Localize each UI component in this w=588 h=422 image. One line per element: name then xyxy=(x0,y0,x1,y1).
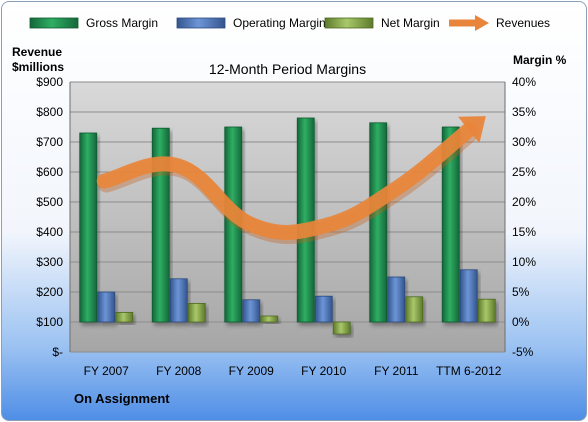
y-left-tick-label: $800 xyxy=(36,105,63,119)
y-left-tick-label: $600 xyxy=(36,165,63,179)
x-tick-label: FY 2007 xyxy=(84,364,129,378)
chart-title: 12-Month Period Margins xyxy=(209,61,366,77)
gross-margin-bar xyxy=(296,117,315,323)
legend-swatch xyxy=(29,17,79,29)
net-margin-bar xyxy=(115,311,134,323)
x-tick-label: FY 2011 xyxy=(374,364,419,378)
x-tick-labels: FY 2007 FY 2008 FY 2009 FY 2010 FY 2011 TTM 6… xyxy=(84,364,502,378)
y-right-axis-label: Margin % xyxy=(513,53,567,67)
plot-area xyxy=(70,82,505,352)
operating-margin-bar xyxy=(97,291,116,323)
net-margin-bar xyxy=(477,298,496,323)
y-right-tick-label: 5% xyxy=(512,285,530,299)
operating-margin-bar xyxy=(242,299,261,323)
y-left-tick-label: $- xyxy=(52,345,63,359)
y-left-tick-label: $700 xyxy=(36,135,63,149)
x-tick-label: FY 2010 xyxy=(301,364,346,378)
legend-swatch xyxy=(324,17,374,29)
legend-label: Operating Margin xyxy=(233,16,326,30)
y-left-tick-labels: $- $100 $200 $300 $400 $500 $600 $700 $800 $900 xyxy=(36,75,63,359)
y-right-tick-label: 30% xyxy=(512,135,536,149)
gross-margin-bar xyxy=(79,132,98,323)
legend-label: Gross Margin xyxy=(86,16,158,30)
y-left-tick-label: $900 xyxy=(36,75,63,89)
gross-margin-bar xyxy=(151,127,170,323)
y-right-tick-label: 10% xyxy=(512,255,536,269)
operating-margin-bar xyxy=(387,276,406,323)
net-margin-bar xyxy=(187,302,206,323)
y-left-axis-label-line1: Revenue xyxy=(12,45,62,59)
legend: Gross Margin Operating Margin Net Margin Re… xyxy=(29,15,550,31)
y-left-tick-label: $400 xyxy=(36,225,63,239)
revenue-line-arrowhead xyxy=(458,116,486,144)
y-right-tick-label: 25% xyxy=(512,165,536,179)
net-margin-bar xyxy=(332,321,351,335)
x-tick-label: FY 2008 xyxy=(156,364,201,378)
legend-label: Net Margin xyxy=(381,16,440,30)
gross-margin-bar xyxy=(441,126,460,323)
gross-margin-bar xyxy=(369,122,388,323)
bars xyxy=(79,117,496,335)
operating-margin-bar xyxy=(169,278,188,323)
legend-swatch-arrow xyxy=(475,15,489,31)
net-margin-bar xyxy=(260,315,279,323)
revenue-line-path xyxy=(96,122,477,240)
y-right-tick-label: 20% xyxy=(512,195,536,209)
operating-margin-bar xyxy=(459,269,478,323)
y-right-tick-label: 15% xyxy=(512,225,536,239)
revenue-line xyxy=(96,116,486,244)
x-tick-label: TTM 6-2012 xyxy=(436,364,502,378)
y-left-axis-label-line2: $millions xyxy=(12,60,64,74)
y-left-tick-label: $300 xyxy=(36,255,63,269)
company-name: On Assignment xyxy=(74,391,170,406)
y-right-tick-labels: -5% 0% 5% 10% 15% 20% 25% 30% 35% 40% xyxy=(512,75,536,359)
legend-label: Revenues xyxy=(496,16,550,30)
x-tick-label: FY 2009 xyxy=(229,364,274,378)
y-right-tick-label: 40% xyxy=(512,75,536,89)
y-right-tick-label: 35% xyxy=(512,105,536,119)
operating-margin-bar xyxy=(314,295,333,323)
y-left-tick-label: $500 xyxy=(36,195,63,209)
y-left-tick-label: $100 xyxy=(36,315,63,329)
y-left-tick-label: $200 xyxy=(36,285,63,299)
legend-swatch xyxy=(176,17,226,29)
net-margin-bar xyxy=(405,296,424,323)
y-right-tick-label: 0% xyxy=(512,315,530,329)
y-right-tick-label: -5% xyxy=(512,345,534,359)
